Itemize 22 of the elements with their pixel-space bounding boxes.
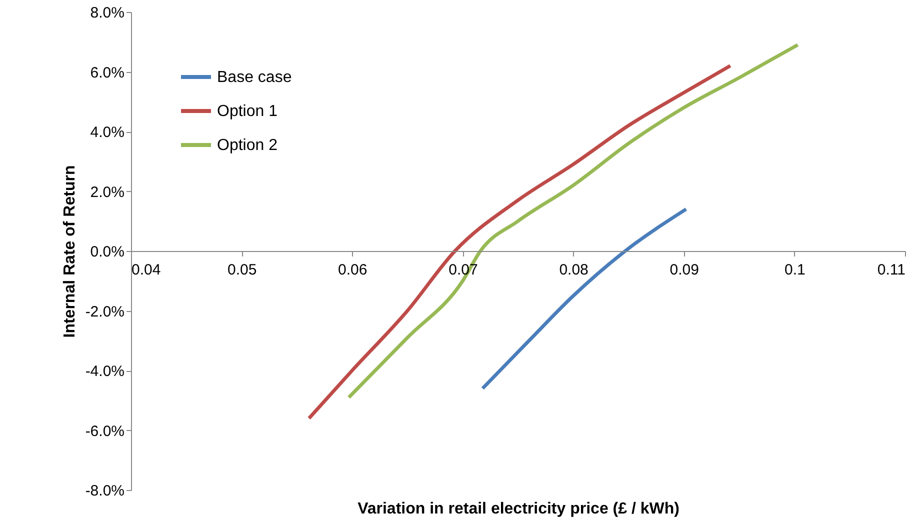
x-tick-label: 0.1 bbox=[784, 262, 806, 278]
line-series bbox=[307, 64, 732, 420]
x-tick-label: 0.04 bbox=[132, 262, 161, 278]
x-tick-label: 0.06 bbox=[338, 262, 368, 278]
x-tick-label: 0.11 bbox=[877, 262, 906, 278]
y-tick-label: -6.0% bbox=[85, 422, 124, 440]
y-tick-label: 4.0% bbox=[90, 124, 124, 141]
legend-label: Option 1 bbox=[217, 103, 278, 120]
legend-label: Base case bbox=[217, 69, 292, 86]
x-tick-label: 0.08 bbox=[559, 262, 588, 278]
y-tick-label: -2.0% bbox=[85, 303, 124, 320]
legend-label: Option 2 bbox=[217, 137, 278, 154]
y-tick-label: 0.0% bbox=[90, 244, 124, 260]
y-tick-label: 6.0% bbox=[90, 64, 124, 82]
x-tick-label: 0.09 bbox=[670, 262, 699, 278]
x-axis-title: Variation in retail electricity price (£ / kWh) bbox=[358, 500, 680, 518]
x-tick-label: 0.05 bbox=[227, 262, 257, 278]
y-tick-label: -8.0% bbox=[85, 482, 124, 500]
y-tick-label: 8.0% bbox=[90, 4, 124, 22]
y-tick-label: 2.0% bbox=[90, 184, 124, 201]
y-tick-label: -4.0% bbox=[85, 363, 124, 380]
y-axis-title: Internal Rate of Return bbox=[61, 165, 78, 338]
